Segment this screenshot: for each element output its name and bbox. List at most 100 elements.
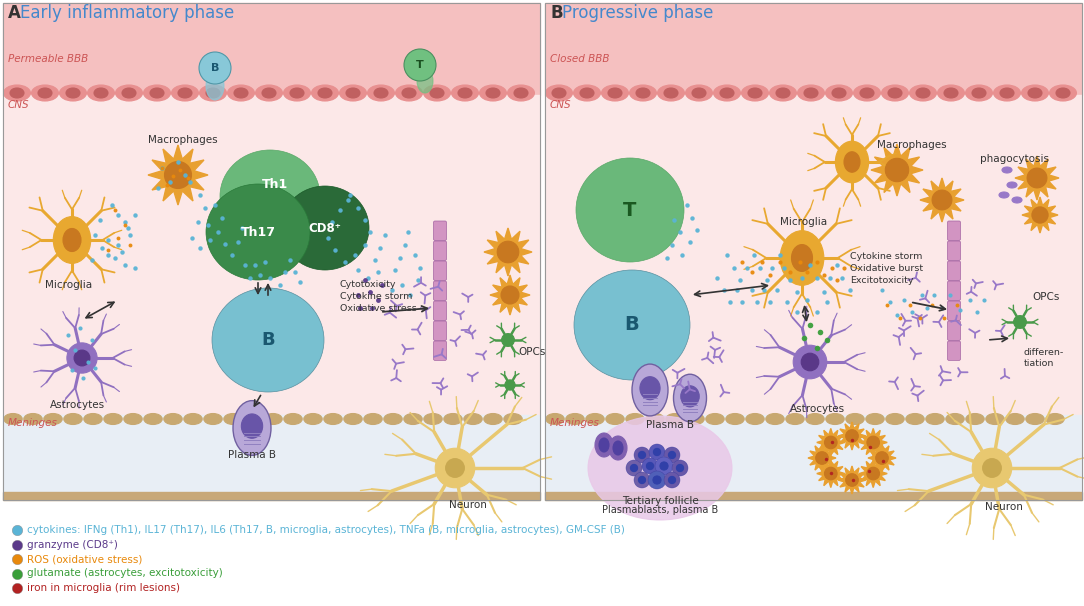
Ellipse shape (144, 413, 163, 424)
Text: Permeable BBB: Permeable BBB (8, 54, 88, 64)
Ellipse shape (886, 158, 908, 182)
Ellipse shape (3, 85, 30, 101)
Ellipse shape (1002, 167, 1012, 173)
Ellipse shape (640, 377, 660, 400)
Text: Microglia: Microglia (46, 280, 92, 290)
Bar (3, 492, 540, 500)
Ellipse shape (646, 413, 664, 424)
Ellipse shape (122, 88, 136, 98)
FancyBboxPatch shape (947, 341, 960, 361)
Ellipse shape (985, 413, 1004, 424)
Ellipse shape (94, 88, 108, 98)
FancyBboxPatch shape (947, 221, 960, 241)
Ellipse shape (833, 88, 846, 98)
Ellipse shape (228, 85, 255, 101)
Polygon shape (483, 228, 532, 276)
Ellipse shape (966, 85, 993, 101)
Bar (545, 95, 1082, 415)
Ellipse shape (664, 88, 678, 98)
Ellipse shape (692, 88, 706, 98)
Ellipse shape (546, 413, 564, 424)
Ellipse shape (780, 231, 824, 285)
Polygon shape (860, 428, 887, 456)
Ellipse shape (364, 413, 383, 424)
Ellipse shape (906, 413, 925, 424)
Ellipse shape (713, 85, 740, 101)
Ellipse shape (685, 85, 712, 101)
Ellipse shape (653, 476, 661, 484)
Ellipse shape (446, 459, 464, 478)
Text: Astrocytes: Astrocytes (790, 404, 846, 414)
Ellipse shape (507, 85, 534, 101)
Ellipse shape (74, 350, 90, 366)
Ellipse shape (1007, 182, 1017, 188)
Ellipse shape (791, 245, 813, 271)
FancyBboxPatch shape (434, 261, 447, 281)
Ellipse shape (38, 88, 52, 98)
Ellipse shape (999, 192, 1009, 198)
Ellipse shape (256, 85, 283, 101)
Ellipse shape (67, 343, 98, 373)
Text: OPCs: OPCs (1032, 292, 1059, 302)
Text: iron in microglia (rim lesions): iron in microglia (rim lesions) (27, 583, 180, 593)
Ellipse shape (686, 413, 705, 424)
Ellipse shape (184, 413, 203, 424)
Ellipse shape (846, 474, 859, 486)
Ellipse shape (972, 88, 986, 98)
Polygon shape (920, 178, 964, 222)
Ellipse shape (748, 88, 762, 98)
Text: cytokines: IFNg (Th1), IL17 (Th17), IL6 (Th17, B, microglia, astrocytes), TNFa (: cytokines: IFNg (Th1), IL17 (Th17), IL6 … (27, 525, 624, 535)
Ellipse shape (825, 436, 837, 449)
Ellipse shape (648, 471, 666, 489)
Ellipse shape (655, 457, 673, 475)
Ellipse shape (281, 186, 369, 270)
Ellipse shape (916, 88, 930, 98)
Ellipse shape (886, 413, 904, 424)
Ellipse shape (575, 270, 691, 380)
Text: Astrocytes: Astrocytes (50, 400, 105, 410)
Ellipse shape (1046, 413, 1064, 424)
Text: A: A (8, 4, 21, 22)
Ellipse shape (636, 88, 650, 98)
Text: Closed BBB: Closed BBB (550, 54, 609, 64)
Ellipse shape (881, 85, 908, 101)
FancyBboxPatch shape (947, 261, 960, 281)
Ellipse shape (104, 413, 122, 424)
Ellipse shape (178, 88, 192, 98)
Ellipse shape (514, 88, 528, 98)
Ellipse shape (805, 413, 824, 424)
Ellipse shape (150, 88, 164, 98)
Ellipse shape (770, 85, 797, 101)
Ellipse shape (706, 413, 724, 424)
Ellipse shape (606, 413, 624, 424)
Ellipse shape (642, 458, 658, 474)
Ellipse shape (504, 413, 522, 424)
Polygon shape (868, 444, 896, 472)
Ellipse shape (424, 413, 442, 424)
Ellipse shape (234, 88, 248, 98)
Ellipse shape (726, 413, 745, 424)
Bar (545, 492, 1082, 500)
Bar (545, 415, 1082, 500)
Ellipse shape (171, 85, 198, 101)
Ellipse shape (24, 413, 42, 424)
Ellipse shape (573, 85, 601, 101)
Ellipse shape (826, 413, 844, 424)
Ellipse shape (625, 460, 642, 476)
Ellipse shape (43, 413, 62, 424)
Ellipse shape (502, 333, 515, 347)
Ellipse shape (63, 228, 81, 251)
Ellipse shape (649, 444, 664, 460)
Text: CNS: CNS (8, 100, 29, 110)
Ellipse shape (1049, 85, 1076, 101)
Ellipse shape (815, 451, 828, 464)
Ellipse shape (244, 413, 262, 424)
Ellipse shape (1028, 88, 1042, 98)
Text: CD8⁺: CD8⁺ (309, 222, 341, 236)
Bar (3, 3, 540, 500)
Ellipse shape (304, 413, 322, 424)
Ellipse shape (204, 413, 222, 424)
Text: Microglia: Microglia (780, 217, 827, 227)
Polygon shape (860, 459, 887, 488)
Text: glutamate (astrocytes, excitotoxicity): glutamate (astrocytes, excitotoxicity) (27, 568, 222, 579)
